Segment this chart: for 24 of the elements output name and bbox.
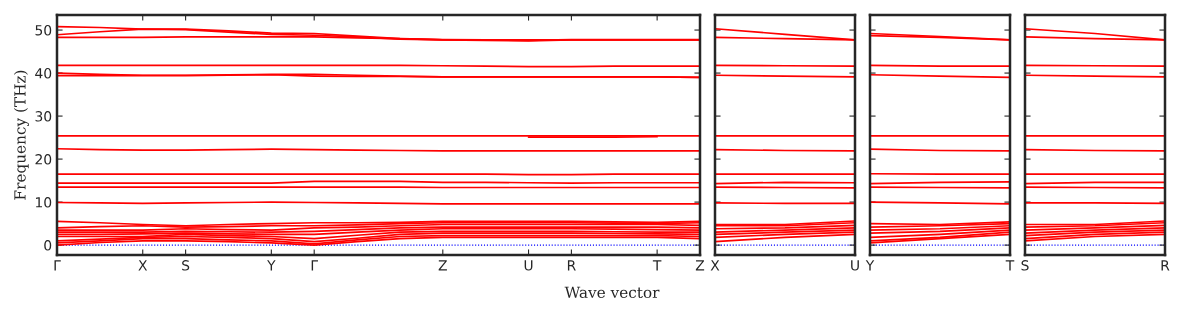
y-tick-label: 50 xyxy=(35,25,52,36)
x-tick-label: U xyxy=(524,260,533,271)
y-tick-label: 10 xyxy=(35,197,52,208)
y-axis-title: Frequency (THz) xyxy=(13,70,29,200)
x-tick-label: R xyxy=(1161,260,1170,271)
x-tick-label: S xyxy=(182,260,190,271)
x-tick-label: Γ xyxy=(54,260,61,271)
x-tick-label: S xyxy=(1021,260,1029,271)
x-tick-label: Z xyxy=(695,260,705,271)
x-tick-label: X xyxy=(138,260,148,271)
x-tick-label: X xyxy=(710,260,720,271)
y-tick-label: 30 xyxy=(35,111,52,122)
x-tick-label: T xyxy=(652,260,662,271)
x-tick-label: T xyxy=(1005,260,1015,271)
y-tick-label: 40 xyxy=(35,68,52,79)
x-tick-label: Γ xyxy=(311,260,318,271)
x-tick-label: Y xyxy=(865,260,875,271)
x-tick-label: Y xyxy=(267,260,276,271)
x-tick-label: R xyxy=(567,260,576,271)
y-tick-label: 20 xyxy=(35,154,52,165)
x-tick-label: Z xyxy=(438,260,447,271)
x-axis-title: Wave vector xyxy=(564,286,660,299)
y-tick-label: 0 xyxy=(44,240,52,251)
x-tick-label: U xyxy=(851,260,859,271)
